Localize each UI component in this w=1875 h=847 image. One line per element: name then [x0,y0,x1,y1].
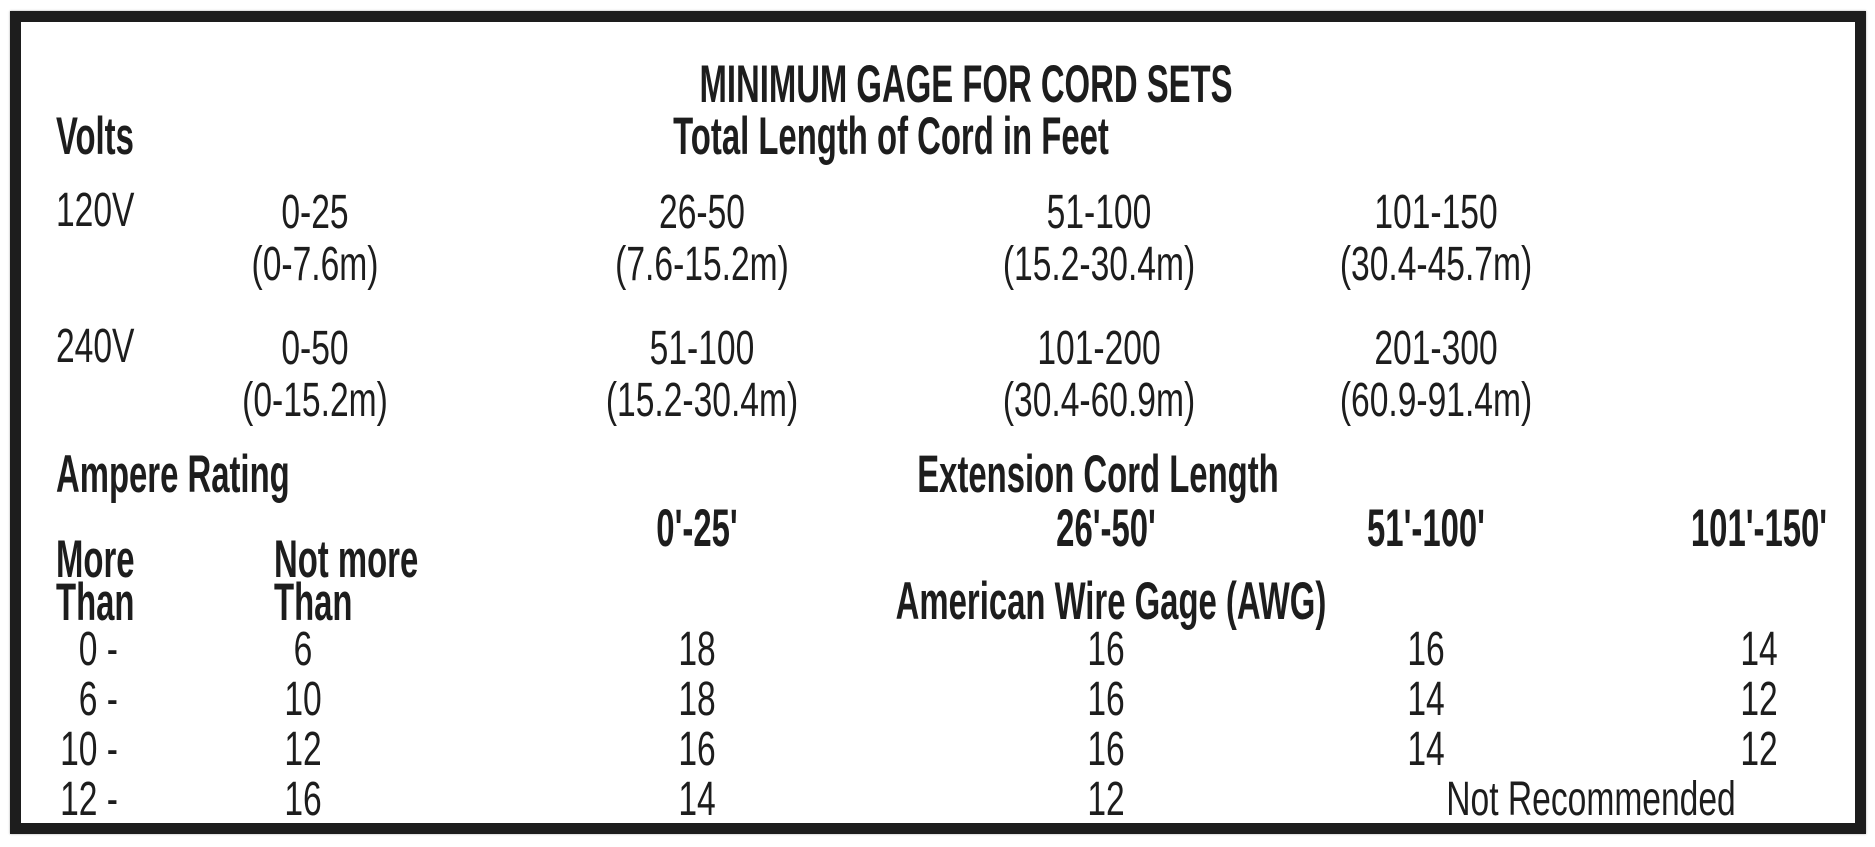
length-header: 26'-50' [1056,499,1156,558]
table-title: MINIMUM GAGE FOR CORD SETS [699,55,1233,114]
meter-range: (15.2-30.4m) [605,374,799,427]
awg-value: 14 [678,773,716,826]
not-recommended-note: Not Recommended [1446,773,1736,826]
awg-value: 18 [678,673,716,726]
meter-range: (7.6-15.2m) [615,238,789,291]
meter-range: (0-7.6m) [251,238,379,291]
extension-cord-length-label: Extension Cord Length [917,445,1279,504]
awg-value: 16 [1407,623,1445,676]
cord-range-cell: 51-100 (15.2-30.4m) [606,323,798,427]
not-more-than-line1: Not more [274,530,419,589]
meter-range: (60.9-91.4m) [1339,374,1533,427]
feet-range: 51-100 [1046,186,1152,239]
more-than-line1: More [56,530,135,589]
awg-value: 16 [1087,673,1125,726]
meter-range: (15.2-30.4m) [1002,238,1196,291]
cord-range-cell: 201-300 (60.9-91.4m) [1340,323,1532,427]
feet-range: 0-50 [281,322,349,375]
awg-value: 16 [1087,623,1125,676]
cord-range-cell: 0-25 (0-7.6m) [252,187,379,291]
volts-label: Volts [56,107,134,166]
length-header: 51'-100' [1367,499,1485,558]
feet-range: 26-50 [659,186,745,239]
more-than-value: 6 - [78,673,118,726]
volts-value-240: 240V [56,320,135,373]
more-than-value: 12 - [60,773,118,826]
more-than-line2: Than [56,573,135,632]
not-more-than-value: 16 [284,773,322,826]
cord-range-cell: 101-150 (30.4-45.7m) [1340,187,1532,291]
awg-value: 16 [1087,723,1125,776]
awg-label: American Wire Gage (AWG) [895,572,1327,631]
feet-range: 101-200 [1037,322,1161,375]
cord-range-cell: 51-100 (15.2-30.4m) [1003,187,1195,291]
awg-value: 12 [1740,723,1778,776]
awg-value: 18 [678,623,716,676]
table-border-box: MINIMUM GAGE FOR CORD SETS Volts Total L… [10,11,1866,834]
meter-range: (0-15.2m) [242,374,388,427]
volts-value-120: 120V [56,184,135,237]
feet-range: 51-100 [649,322,755,375]
more-than-value: 10 - [60,723,118,776]
more-than-value: 0 - [78,623,118,676]
cord-range-cell: 101-200 (30.4-60.9m) [1003,323,1195,427]
feet-range: 0-25 [281,186,349,239]
more-than-header: More Than [56,530,135,632]
total-length-label: Total Length of Cord in Feet [673,107,1109,166]
not-more-than-value: 10 [284,673,322,726]
not-more-than-line2: Than [274,573,353,632]
awg-value: 16 [678,723,716,776]
awg-value: 14 [1407,673,1445,726]
not-more-than-value: 6 [293,623,313,676]
not-more-than-header: Not more Than [274,530,419,632]
not-more-than-value: 12 [284,723,322,776]
meter-range: (30.4-60.9m) [1002,374,1196,427]
cord-range-cell: 26-50 (7.6-15.2m) [615,187,789,291]
meter-range: (30.4-45.7m) [1339,238,1533,291]
awg-value: 14 [1407,723,1445,776]
cord-range-cell: 0-50 (0-15.2m) [242,323,388,427]
length-header: 0'-25' [656,499,738,558]
awg-value: 14 [1740,623,1778,676]
awg-value: 12 [1087,773,1125,826]
length-header: 101'-150' [1690,499,1828,558]
awg-value: 12 [1740,673,1778,726]
ampere-rating-label: Ampere Rating [56,445,290,504]
feet-range: 201-300 [1374,322,1498,375]
feet-range: 101-150 [1374,186,1498,239]
